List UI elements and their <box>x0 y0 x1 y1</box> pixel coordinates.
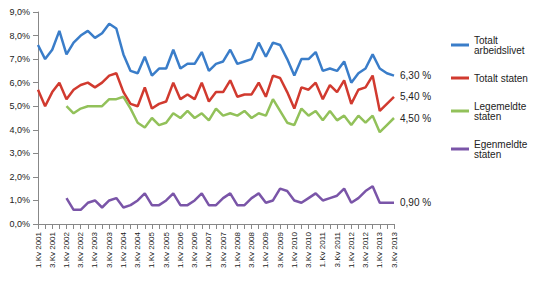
svg-text:1.Kv 2006: 1.Kv 2006 <box>176 231 185 268</box>
svg-text:1.Kv 2012: 1.Kv 2012 <box>347 231 356 268</box>
svg-text:3.Kv 2012: 3.Kv 2012 <box>361 231 370 268</box>
svg-text:1.Kv 2007: 1.Kv 2007 <box>204 231 213 268</box>
svg-text:3.Kv 2008: 3.Kv 2008 <box>247 231 256 268</box>
svg-text:1.Kv 2010: 1.Kv 2010 <box>290 231 299 268</box>
svg-text:3.Kv 2004: 3.Kv 2004 <box>133 231 142 268</box>
svg-text:5,40 %: 5,40 % <box>400 91 431 102</box>
svg-text:6,0%: 6,0% <box>9 78 30 88</box>
svg-text:3.Kv 2006: 3.Kv 2006 <box>190 231 199 268</box>
svg-text:6,30 %: 6,30 % <box>400 70 431 81</box>
svg-text:Totalt staten: Totalt staten <box>474 73 528 84</box>
svg-text:9,0%: 9,0% <box>9 7 30 17</box>
svg-text:1.Kv 2009: 1.Kv 2009 <box>261 231 270 268</box>
svg-text:arbeidslivet: arbeidslivet <box>474 45 525 56</box>
svg-text:Egenmeldte: Egenmeldte <box>474 138 531 150</box>
svg-text:1.Kv 2011: 1.Kv 2011 <box>318 231 327 267</box>
svg-text:staten: staten <box>474 111 501 122</box>
svg-text:5,0%: 5,0% <box>9 101 30 111</box>
svg-text:7,0%: 7,0% <box>9 54 30 64</box>
svg-text:1.Kv 2008: 1.Kv 2008 <box>233 231 242 268</box>
svg-text:3.Kv 2009: 3.Kv 2009 <box>276 231 285 268</box>
svg-text:staten: staten <box>474 149 501 160</box>
svg-text:1,0%: 1,0% <box>9 195 30 205</box>
svg-text:1.Kv 2005: 1.Kv 2005 <box>147 231 156 268</box>
svg-text:0,90 %: 0,90 % <box>400 197 431 208</box>
svg-text:3.Kv 2010: 3.Kv 2010 <box>304 231 313 268</box>
svg-text:1.Kv 2002: 1.Kv 2002 <box>62 231 71 268</box>
svg-text:3,0%: 3,0% <box>9 148 30 158</box>
svg-text:3.Kv 2007: 3.Kv 2007 <box>219 231 228 268</box>
svg-text:8,0%: 8,0% <box>9 31 30 41</box>
svg-text:2,0%: 2,0% <box>9 172 30 182</box>
svg-text:3.Kv 2003: 3.Kv 2003 <box>105 231 114 268</box>
svg-text:3.Kv 2013: 3.Kv 2013 <box>390 231 399 268</box>
svg-text:0,0%: 0,0% <box>9 219 30 229</box>
svg-text:4,50 %: 4,50 % <box>400 113 431 124</box>
svg-text:3.Kv 2002: 3.Kv 2002 <box>76 231 85 268</box>
svg-text:1.Kv 2013: 1.Kv 2013 <box>375 231 384 268</box>
svg-text:3.Kv 2011: 3.Kv 2011 <box>333 231 342 267</box>
svg-text:1.Kv 2001: 1.Kv 2001 <box>34 231 43 268</box>
svg-text:3.Kv 2001: 3.Kv 2001 <box>48 231 57 268</box>
svg-text:1.Kv 2004: 1.Kv 2004 <box>119 231 128 268</box>
svg-text:1.Kv 2003: 1.Kv 2003 <box>90 231 99 268</box>
svg-text:Totalt: Totalt <box>474 34 501 46</box>
svg-text:4,0%: 4,0% <box>9 125 30 135</box>
svg-text:Legemeldte: Legemeldte <box>474 100 529 112</box>
svg-text:3.Kv 2005: 3.Kv 2005 <box>162 231 171 268</box>
